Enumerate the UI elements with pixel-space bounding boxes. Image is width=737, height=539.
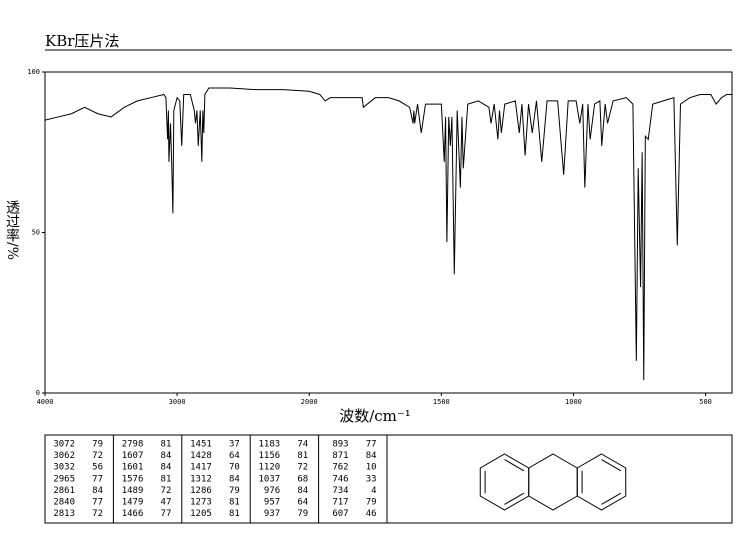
peak-wavenumber: 893 bbox=[332, 440, 348, 450]
peak-wavenumber: 762 bbox=[332, 463, 348, 473]
peak-wavenumber: 607 bbox=[332, 509, 348, 519]
peak-transmittance: 81 bbox=[161, 474, 172, 484]
x-tick-label: 1500 bbox=[433, 398, 450, 406]
peak-wavenumber: 2798 bbox=[122, 440, 144, 450]
peak-wavenumber: 1489 bbox=[122, 486, 144, 496]
peak-wavenumber: 3072 bbox=[53, 440, 75, 450]
peak-transmittance: 81 bbox=[229, 498, 240, 508]
peak-transmittance: 72 bbox=[297, 463, 308, 473]
peak-wavenumber: 1607 bbox=[122, 451, 144, 461]
peak-transmittance: 84 bbox=[366, 451, 377, 461]
peak-wavenumber: 2861 bbox=[53, 486, 75, 496]
peak-wavenumber: 3032 bbox=[53, 463, 75, 473]
peak-wavenumber: 2813 bbox=[53, 509, 75, 519]
peak-wavenumber: 1286 bbox=[190, 486, 212, 496]
y-tick-label: 50 bbox=[32, 229, 40, 237]
structure-ring bbox=[479, 453, 530, 511]
y-axis-label: 透过率/% bbox=[4, 200, 20, 260]
x-tick-label: 3000 bbox=[169, 398, 186, 406]
peak-transmittance: 33 bbox=[366, 474, 377, 484]
peak-transmittance: 37 bbox=[229, 440, 240, 450]
y-tick-label: 0 bbox=[36, 389, 40, 397]
spectrum-line bbox=[44, 87, 732, 381]
peak-wavenumber: 937 bbox=[264, 509, 280, 519]
peak-transmittance: 10 bbox=[366, 463, 377, 473]
plot-frame bbox=[44, 71, 733, 394]
peak-transmittance: 72 bbox=[161, 486, 172, 496]
peak-transmittance: 56 bbox=[92, 463, 103, 473]
peak-transmittance: 72 bbox=[92, 509, 103, 519]
peak-wavenumber: 1428 bbox=[190, 451, 212, 461]
peak-transmittance: 77 bbox=[92, 474, 103, 484]
peak-wavenumber: 734 bbox=[332, 486, 348, 496]
peak-wavenumber: 3062 bbox=[53, 451, 75, 461]
structure-ring bbox=[528, 453, 578, 511]
peak-wavenumber: 1120 bbox=[259, 463, 281, 473]
peak-transmittance: 64 bbox=[297, 498, 308, 508]
peak-wavenumber: 871 bbox=[332, 451, 348, 461]
peak-transmittance: 47 bbox=[161, 498, 172, 508]
peak-transmittance: 79 bbox=[229, 486, 240, 496]
peak-transmittance: 84 bbox=[92, 486, 103, 496]
peak-wavenumber: 746 bbox=[332, 474, 348, 484]
peak-transmittance: 46 bbox=[366, 509, 377, 519]
chart-title: KBr压片法 bbox=[45, 32, 119, 50]
peak-wavenumber: 1576 bbox=[122, 474, 144, 484]
peak-transmittance: 84 bbox=[161, 451, 172, 461]
peak-transmittance: 81 bbox=[297, 451, 308, 461]
peak-wavenumber: 1273 bbox=[190, 498, 212, 508]
peak-transmittance: 68 bbox=[297, 474, 308, 484]
peak-transmittance: 70 bbox=[229, 463, 240, 473]
x-axis-label: 波数/cm⁻¹ bbox=[339, 407, 411, 425]
peak-transmittance: 77 bbox=[92, 498, 103, 508]
peak-wavenumber: 2840 bbox=[53, 498, 75, 508]
x-tick-label: 2000 bbox=[301, 398, 318, 406]
table-frame bbox=[44, 434, 733, 524]
peak-transmittance: 77 bbox=[161, 509, 172, 519]
peak-wavenumber: 957 bbox=[264, 498, 280, 508]
y-tick-label: 100 bbox=[27, 68, 40, 76]
peak-transmittance: 84 bbox=[161, 463, 172, 473]
structure-double-bond bbox=[601, 459, 622, 472]
structure-double-bond bbox=[504, 459, 525, 472]
x-tick-label: 1000 bbox=[565, 398, 582, 406]
peak-wavenumber: 1601 bbox=[122, 463, 144, 473]
peak-transmittance: 79 bbox=[92, 440, 103, 450]
peak-wavenumber: 1451 bbox=[190, 440, 212, 450]
x-tick-label: 4000 bbox=[37, 398, 54, 406]
structure-double-bond bbox=[601, 492, 622, 505]
peak-wavenumber: 2965 bbox=[53, 474, 75, 484]
peak-transmittance: 77 bbox=[366, 440, 377, 450]
peak-transmittance: 84 bbox=[297, 486, 308, 496]
peak-transmittance: 74 bbox=[297, 440, 308, 450]
structure-ring bbox=[576, 453, 627, 511]
x-tick-label: 500 bbox=[699, 398, 712, 406]
peak-wavenumber: 717 bbox=[332, 498, 348, 508]
peak-transmittance: 84 bbox=[229, 474, 240, 484]
structure-double-bond bbox=[504, 492, 525, 505]
peak-transmittance: 81 bbox=[229, 509, 240, 519]
peak-wavenumber: 1479 bbox=[122, 498, 144, 508]
peak-wavenumber: 976 bbox=[264, 486, 280, 496]
peak-transmittance: 72 bbox=[92, 451, 103, 461]
peak-wavenumber: 1037 bbox=[259, 474, 281, 484]
peak-wavenumber: 1156 bbox=[259, 451, 281, 461]
peak-transmittance: 79 bbox=[297, 509, 308, 519]
peak-wavenumber: 1417 bbox=[190, 463, 212, 473]
peak-wavenumber: 1183 bbox=[259, 440, 281, 450]
peak-transmittance: 64 bbox=[229, 451, 240, 461]
peak-transmittance: 4 bbox=[371, 486, 376, 496]
peak-wavenumber: 1466 bbox=[122, 509, 144, 519]
peak-wavenumber: 1205 bbox=[190, 509, 212, 519]
peak-transmittance: 81 bbox=[161, 440, 172, 450]
peak-transmittance: 79 bbox=[366, 498, 377, 508]
peak-wavenumber: 1312 bbox=[190, 474, 212, 484]
